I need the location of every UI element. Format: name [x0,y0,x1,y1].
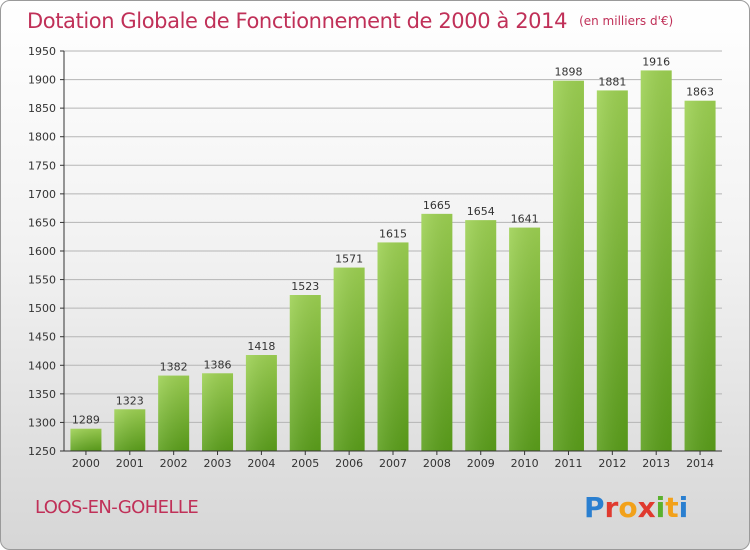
x-tick-label: 2011 [554,457,582,470]
logo-letter: i [655,491,666,524]
x-tick-label: 2014 [686,457,714,470]
data-label: 1641 [511,213,539,226]
bar-shade [509,227,541,451]
x-tick-label: 2012 [598,457,626,470]
bar-shade [640,70,672,451]
bar-shade [333,267,365,451]
bar-shade [465,220,497,451]
y-tick-label: 1350 [28,388,56,401]
y-tick-label: 1850 [28,102,56,115]
data-label: 1654 [467,205,495,218]
y-tick-label: 1700 [28,188,56,201]
data-label: 1571 [335,253,363,266]
x-tick-label: 2006 [335,457,363,470]
y-tick-label: 1250 [28,445,56,458]
bar-shade [684,100,716,451]
x-tick-label: 2009 [467,457,495,470]
x-tick-label: 2007 [379,457,407,470]
y-tick-label: 1300 [28,416,56,429]
data-label: 1916 [642,55,670,68]
bar-shade [158,375,190,451]
data-label: 1418 [247,340,275,353]
x-tick-label: 2002 [160,457,188,470]
y-tick-label: 1800 [28,131,56,144]
data-label: 1289 [72,414,100,427]
x-tick-label: 2001 [116,457,144,470]
logo-letter: r [604,491,619,524]
proxiti-logo: Proxiti [584,491,688,524]
chart-title: Dotation Globale de Fonctionnement de 20… [27,9,673,33]
data-label: 1665 [423,199,451,212]
logo-letter: t [665,491,679,524]
chart-unit: (en milliers d'€) [579,14,674,28]
x-tick-label: 2005 [291,457,319,470]
bars: 1289 1323 1382 1386 1418 1523 1571 1615 1665 1654… [70,55,716,451]
logo-letter: i [678,491,689,524]
x-tick-label: 2008 [423,457,451,470]
y-axis: 1250 1300 1350 1400 1450 1500 1550 1600 1650 1700… [28,45,65,458]
bar-shade [552,80,584,451]
y-tick-label: 1950 [28,45,56,58]
y-tick-label: 1550 [28,274,56,287]
y-tick-label: 1500 [28,302,56,315]
logo-letter: o [618,491,638,524]
y-tick-label: 1750 [28,159,56,172]
x-tick-label: 2013 [642,457,670,470]
bar-shade [377,242,409,451]
y-tick-label: 1600 [28,245,56,258]
data-label: 1523 [291,280,319,293]
x-tick-label: 2003 [204,457,232,470]
commune-name: LOOS-EN-GOHELLE [35,497,199,518]
x-tick-label: 2010 [511,457,539,470]
bar-shade [202,373,234,451]
data-label: 1323 [116,394,144,407]
data-label: 1386 [204,358,232,371]
bar-shade [70,428,102,451]
data-label: 1615 [379,227,407,240]
y-tick-label: 1400 [28,359,56,372]
data-label: 1898 [554,66,582,79]
chart-title-text: Dotation Globale de Fonctionnement de 20… [27,9,568,33]
x-tick-label: 2004 [247,457,275,470]
logo-letter: P [584,491,605,524]
logo-letter: x [637,491,656,524]
x-axis: 2000 2001 2002 2003 2004 2005 2006 2007 2008 2009… [64,450,722,470]
y-tick-label: 1650 [28,216,56,229]
y-tick-label: 1450 [28,331,56,344]
bar-shade [596,90,628,451]
bar-shade [421,213,453,451]
x-tick-label: 2000 [72,457,100,470]
bar-shade [289,295,321,451]
data-label: 1863 [686,86,714,99]
data-label: 1382 [160,361,188,374]
data-label: 1881 [598,75,626,88]
bar-shade [245,355,277,451]
y-tick-label: 1900 [28,74,56,87]
bar-shade [114,409,146,451]
